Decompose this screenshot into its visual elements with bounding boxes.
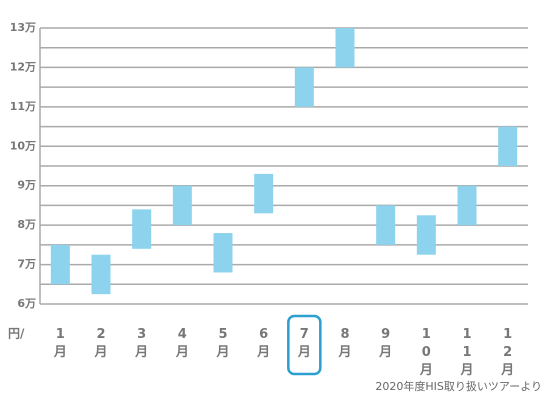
x-tick-label: 9月: [379, 327, 393, 360]
x-tick-label: 5月: [216, 327, 230, 360]
range-bar: [416, 215, 436, 255]
x-tick-label: 11月: [460, 327, 474, 378]
range-bar: [213, 233, 233, 273]
y-tick-label: 6万: [17, 297, 36, 310]
x-tick-label: 8月: [338, 327, 352, 360]
y-tick-label: 12万: [10, 60, 36, 73]
y-tick-label: 11万: [10, 100, 36, 113]
y-tick-label: 7万: [17, 258, 36, 271]
y-tick-label: 10万: [10, 139, 36, 152]
x-tick-label: 3月: [135, 327, 149, 360]
range-bar: [335, 28, 355, 68]
x-tick-label: 1月: [53, 327, 67, 360]
x-tick-label: 10月: [419, 327, 433, 378]
highlight-box: [287, 314, 322, 376]
y-tick-label: 13万: [10, 21, 36, 34]
range-bar: [498, 126, 518, 166]
range-bar: [172, 185, 192, 226]
y-tick-label: 9万: [17, 179, 36, 192]
range-bar: [91, 254, 111, 295]
range-bar: [132, 209, 152, 249]
range-bar: [50, 244, 70, 285]
x-tick-label: 7月: [297, 327, 311, 360]
range-bar: [254, 173, 274, 214]
range-bar: [457, 185, 477, 226]
y-unit-label: 円/: [8, 327, 25, 341]
range-bar: [294, 67, 314, 107]
x-tick-label: 12月: [501, 327, 515, 378]
x-tick-label: 4月: [175, 327, 189, 360]
source-note: 2020年度HIS取り扱いツアーより: [375, 379, 542, 393]
range-bar: [376, 205, 396, 245]
x-tick-label: 2月: [94, 327, 108, 360]
x-tick-label: 6月: [257, 327, 271, 360]
y-tick-label: 8万: [17, 218, 36, 231]
